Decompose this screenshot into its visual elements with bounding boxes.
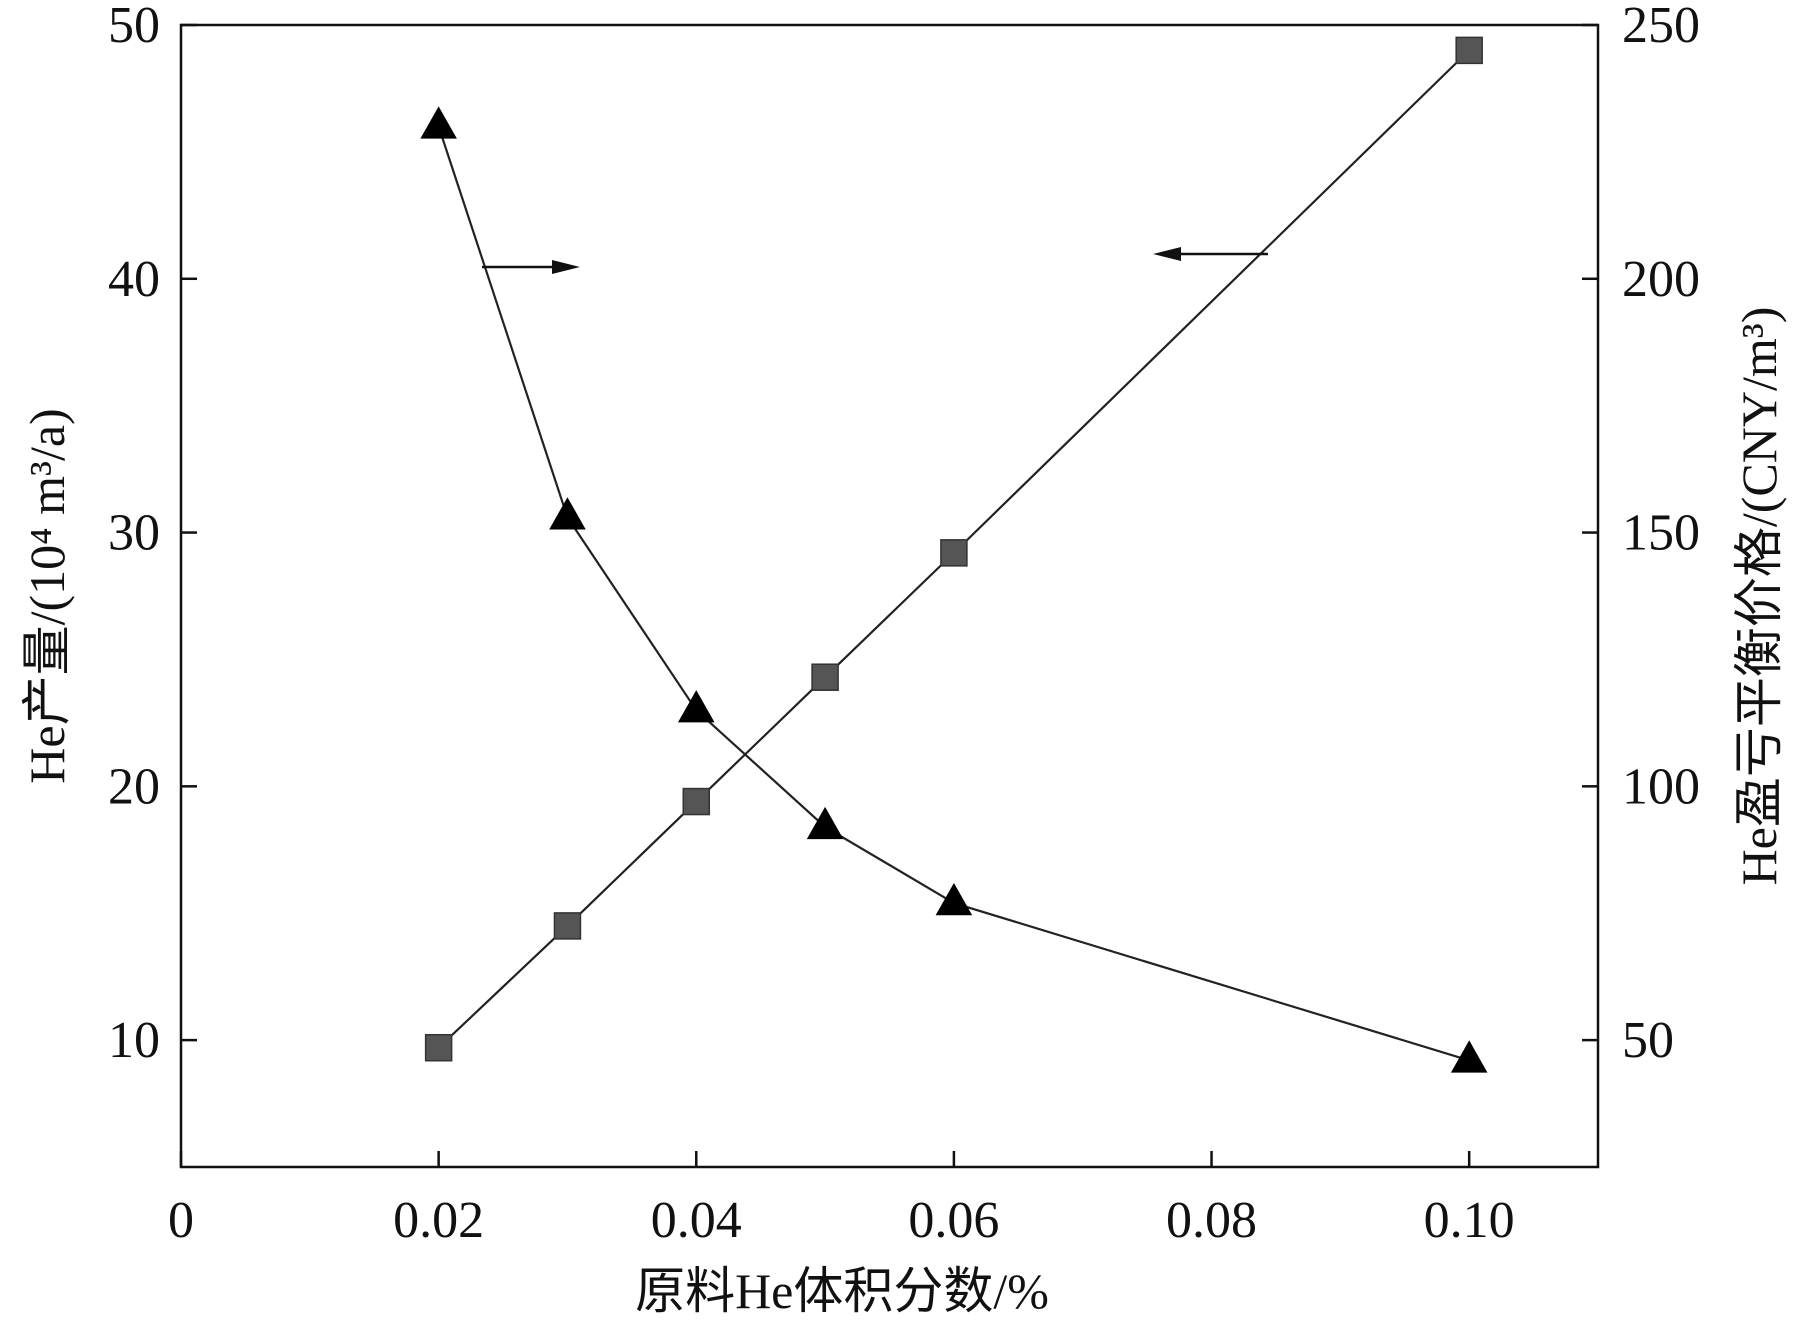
square-marker — [553, 912, 582, 940]
triangle-marker — [420, 106, 457, 139]
y-axis-label-left: He产量/(10⁴ m³/a) — [19, 408, 75, 783]
square-marker — [1455, 36, 1483, 65]
y-left-tick-label: 30 — [108, 505, 160, 562]
x-tick-label: 0 — [168, 1192, 194, 1249]
x-tick-label: 0.08 — [1166, 1192, 1257, 1249]
y-left-tick-label: 50 — [108, 0, 160, 54]
ticks-layer: 0 0.02 0.04 0.06 0.08 0.10 10 20 30 40 50 50 100 150 2… — [108, 0, 1700, 1249]
y-left-tick-label: 20 — [108, 758, 160, 815]
square-marker — [682, 787, 711, 816]
series-layer — [420, 36, 1488, 1073]
y-right-tick-label: 50 — [1622, 1012, 1674, 1069]
y-right-tick-label: 150 — [1622, 505, 1700, 562]
plot-frame — [179, 23, 1600, 1169]
series-line-1 — [437, 49, 1470, 1049]
arrow-right-head — [552, 260, 580, 274]
triangle-marker — [935, 882, 973, 916]
y-left-tick-label: 40 — [108, 251, 160, 308]
square-marker — [424, 1033, 453, 1062]
square-marker — [811, 663, 839, 691]
x-axis-label: 原料He体积分数/% — [635, 1263, 1049, 1318]
triangle-marker — [677, 690, 715, 723]
arrow-left-head — [1153, 247, 1181, 261]
x-tick-label: 0.06 — [908, 1192, 999, 1249]
series-line-2 — [437, 126, 1470, 1062]
triangle-marker — [549, 497, 586, 530]
square-marker — [940, 539, 968, 567]
y-left-tick-label: 10 — [108, 1012, 160, 1069]
y-right-tick-label: 200 — [1622, 251, 1700, 308]
triangle-marker — [1450, 1040, 1488, 1073]
arrows-layer — [482, 247, 1268, 274]
triangle-marker — [806, 806, 844, 840]
x-tick-label: 0.10 — [1424, 1192, 1515, 1249]
y-axis-label-right: He盈亏平衡价格/(CNY/m³) — [1731, 307, 1787, 886]
y-right-tick-label: 250 — [1622, 0, 1700, 54]
x-tick-label: 0.04 — [651, 1192, 742, 1249]
x-tick-label: 0.02 — [393, 1192, 484, 1249]
y-right-tick-label: 100 — [1622, 758, 1700, 815]
